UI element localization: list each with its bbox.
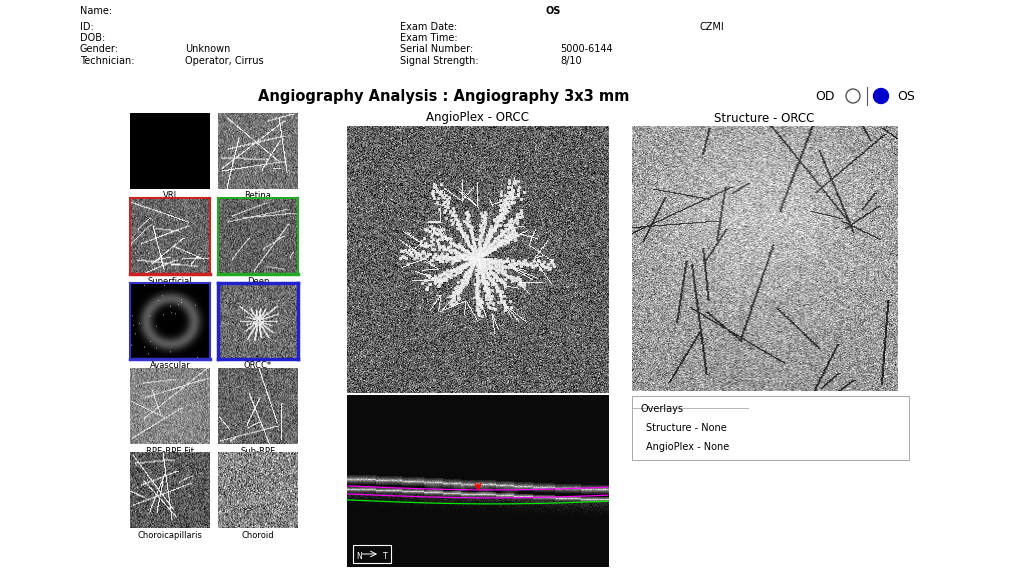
Text: Choroid: Choroid: [241, 531, 274, 539]
Text: Name:: Name:: [80, 6, 112, 16]
Text: Sub-RPE: Sub-RPE: [240, 447, 275, 455]
Text: Exam Time:: Exam Time:: [400, 33, 458, 43]
Text: AngioPlex - ORCC: AngioPlex - ORCC: [427, 111, 530, 125]
Text: Gender:: Gender:: [80, 44, 119, 54]
Text: Serial Number:: Serial Number:: [400, 44, 473, 54]
Text: 5000-6144: 5000-6144: [560, 44, 612, 54]
Text: RPE-RPE Fit: RPE-RPE Fit: [146, 447, 194, 455]
Text: OS: OS: [545, 6, 561, 16]
Text: CZMI: CZMI: [700, 22, 725, 32]
Text: Exam Date:: Exam Date:: [400, 22, 458, 32]
Text: Retina: Retina: [244, 191, 271, 201]
Text: N: N: [356, 552, 362, 561]
Text: VRI: VRI: [163, 191, 177, 201]
Text: Signal Strength:: Signal Strength:: [400, 56, 478, 66]
Text: Deep: Deep: [246, 277, 269, 285]
Text: Structure - None: Structure - None: [645, 423, 727, 433]
Text: Technician:: Technician:: [80, 56, 134, 66]
Text: DOB:: DOB:: [80, 33, 105, 43]
Text: Choroicapillaris: Choroicapillaris: [137, 531, 202, 539]
Text: Overlays: Overlays: [640, 404, 684, 414]
Text: OS: OS: [897, 89, 914, 103]
Circle shape: [873, 89, 889, 103]
Text: Unknown: Unknown: [185, 44, 230, 54]
Text: Structure - ORCC: Structure - ORCC: [714, 111, 814, 125]
Text: 8/10: 8/10: [560, 56, 581, 66]
Text: OD: OD: [814, 89, 834, 103]
Text: Avascular: Avascular: [149, 361, 191, 371]
Text: Angiography Analysis : Angiography 3x3 mm: Angiography Analysis : Angiography 3x3 m…: [258, 89, 629, 103]
Text: Superficial: Superficial: [147, 277, 193, 285]
Text: AngioPlex - None: AngioPlex - None: [645, 442, 729, 452]
Text: Operator, Cirrus: Operator, Cirrus: [185, 56, 264, 66]
Text: ORCC*: ORCC*: [244, 361, 272, 371]
Text: ZEISS: ZEISS: [951, 19, 993, 32]
Text: ID:: ID:: [80, 22, 94, 32]
Text: T: T: [383, 552, 388, 561]
